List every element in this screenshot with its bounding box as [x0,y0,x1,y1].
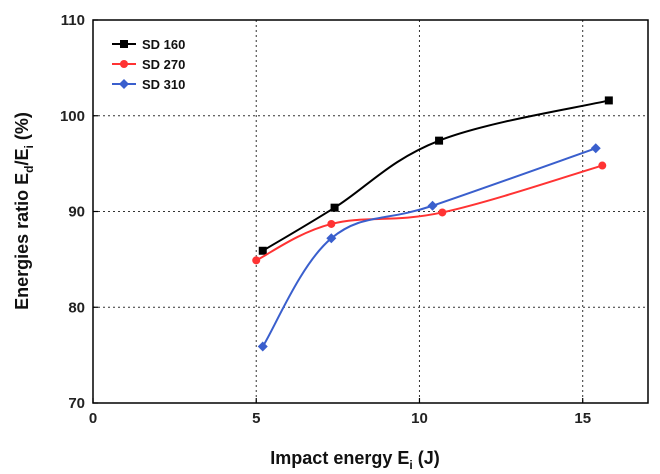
x-tick-label-0: 0 [89,410,97,427]
y-tick-label-90: 90 [68,204,85,221]
y-axis-title-mid: /E [12,148,32,165]
data-series [252,96,613,352]
legend-marker-sd-160 [120,40,128,48]
x-tick-label-5: 5 [252,410,260,427]
y-tick-label-70: 70 [68,395,85,412]
series-sd-160 [258,96,613,255]
legend-label-sd-310: SD 310 [142,77,185,92]
y-axis-title-tail: (%) [12,112,32,145]
point-sd-310-1 [326,233,337,244]
y-axis-title-sub1: d [22,165,36,172]
legend-marker-sd-310 [119,79,129,89]
point-sd-160-1 [330,203,339,212]
y-axis-title-sub2: i [22,145,36,148]
x-tick-label-15: 15 [574,410,591,427]
x-tick-label-10: 10 [411,410,428,427]
point-sd-310-0 [257,341,268,352]
x-axis-title-tail: (J) [413,448,440,468]
point-sd-270-1 [327,219,336,228]
tick-labels: 70 80 90 100 110 0 5 10 15 [60,12,591,427]
y-tick-label-110: 110 [61,12,85,29]
y-tick-label-80: 80 [68,299,85,316]
y-axis-title: Energies ratio Ed/Ei (%) [12,112,36,310]
legend: SD 160 SD 270 SD 310 [112,37,185,92]
series-sd-310 [257,143,601,352]
series-line-sd-160 [262,99,610,252]
legend-marker-sd-270 [120,60,128,68]
series-sd-270 [252,161,607,265]
x-axis-title-main: Impact energy E [270,448,409,468]
legend-item-sd-270: SD 270 [112,57,185,72]
legend-label-sd-160: SD 160 [142,37,185,52]
grid-lines [93,20,648,403]
y-axis-title-prefix: Energies ratio E [12,173,32,310]
point-sd-270-3 [598,161,607,170]
point-sd-160-0 [258,246,267,255]
series-line-sd-310 [261,147,597,348]
point-sd-160-3 [604,96,613,105]
legend-item-sd-310: SD 310 [112,77,185,92]
y-tick-label-100: 100 [60,108,85,125]
point-sd-310-2 [427,200,438,211]
legend-label-sd-270: SD 270 [142,57,185,72]
x-axis-title: Impact energy Ei (J) [270,448,439,472]
point-sd-310-3 [590,143,601,154]
x-axis-title-sub: i [409,458,412,472]
point-sd-270-2 [438,208,447,217]
series-line-sd-270 [255,164,603,262]
point-sd-270-0 [252,256,261,265]
axes [92,19,649,404]
point-sd-160-2 [435,136,444,145]
legend-item-sd-160: SD 160 [112,37,185,52]
